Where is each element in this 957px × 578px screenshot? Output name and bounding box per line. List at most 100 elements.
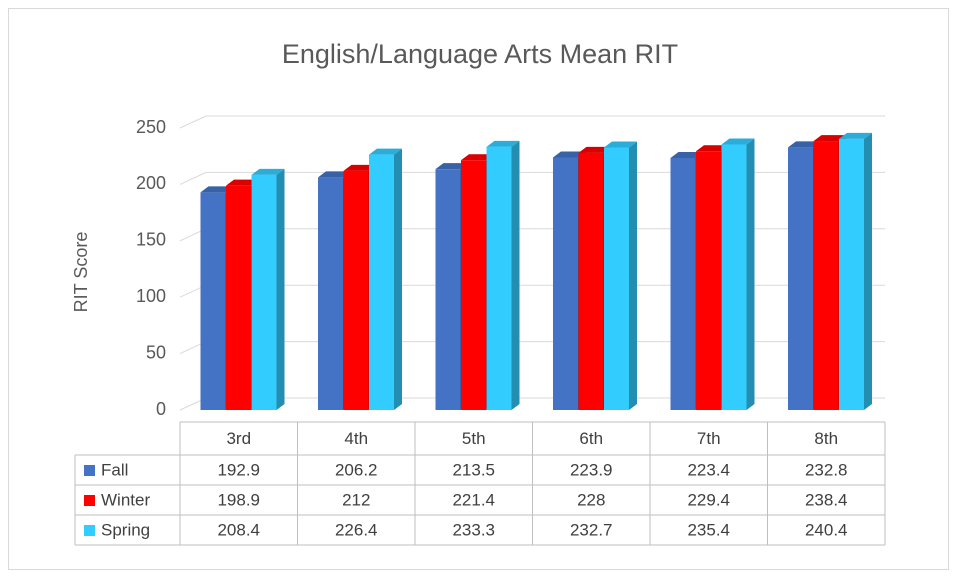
grid-line bbox=[179, 115, 885, 129]
bar-top-shade bbox=[788, 141, 821, 148]
bar bbox=[696, 151, 721, 410]
chart-title: English/Language Arts Mean RIT bbox=[282, 39, 678, 69]
bar-side-shade bbox=[746, 138, 755, 410]
bar-top-shade bbox=[696, 145, 729, 152]
bar-top bbox=[553, 151, 586, 158]
bar-side-shade bbox=[629, 141, 637, 410]
bar-top-shade bbox=[435, 163, 469, 170]
data-table-value: 206.2 bbox=[335, 460, 378, 479]
data-table-value: 228 bbox=[577, 490, 605, 509]
data-table-value: 221.4 bbox=[452, 490, 495, 509]
bar bbox=[343, 170, 369, 410]
data-table-value: 208.4 bbox=[217, 520, 260, 539]
bar-top bbox=[486, 140, 520, 147]
legend-label: Fall bbox=[101, 460, 128, 479]
x-tick-label: 8th bbox=[814, 429, 838, 448]
bar-top bbox=[839, 132, 872, 139]
data-table-value: 198.9 bbox=[217, 490, 260, 509]
bar-top bbox=[813, 135, 847, 142]
bar bbox=[604, 147, 629, 410]
bar-side bbox=[276, 168, 285, 410]
bar-top-shade bbox=[604, 141, 637, 148]
y-tick-label: 100 bbox=[136, 286, 166, 306]
y-axis-label: RIT Score bbox=[71, 232, 91, 313]
data-table-value: 235.4 bbox=[687, 520, 730, 539]
x-tick-label: 5th bbox=[462, 429, 486, 448]
bar-side-shade bbox=[864, 132, 872, 410]
bar bbox=[226, 185, 251, 410]
bar bbox=[839, 138, 864, 410]
bar-top-shade bbox=[553, 151, 586, 158]
y-tick-label: 200 bbox=[136, 173, 166, 193]
bar bbox=[578, 152, 604, 411]
bar-top-shade bbox=[318, 171, 351, 178]
bar-top bbox=[788, 141, 821, 148]
data-table-value: 229.4 bbox=[687, 490, 730, 509]
bar-side bbox=[746, 138, 755, 410]
y-tick-label: 0 bbox=[156, 399, 166, 419]
data-table-value: 240.4 bbox=[805, 520, 848, 539]
y-tick-label: 150 bbox=[136, 230, 166, 250]
data-table-value: 212 bbox=[342, 490, 370, 509]
bar-top-shade bbox=[200, 186, 234, 193]
bar bbox=[553, 157, 578, 410]
data-table-value: 232.8 bbox=[805, 460, 848, 479]
bar-side-shade bbox=[276, 168, 285, 410]
x-tick-label: 4th bbox=[344, 429, 368, 448]
bar-top-shade bbox=[721, 138, 755, 145]
bar-top-shade bbox=[251, 168, 285, 175]
y-tick-label: 250 bbox=[136, 117, 166, 137]
bar-side-shade bbox=[511, 140, 520, 411]
y-tick-label: 50 bbox=[146, 342, 166, 362]
bar bbox=[813, 141, 839, 411]
data-table-value: 192.9 bbox=[217, 460, 260, 479]
bar-top-shade bbox=[813, 135, 847, 142]
bar-top bbox=[369, 148, 402, 155]
bar bbox=[200, 192, 226, 410]
bar-top bbox=[318, 171, 351, 178]
legend-key bbox=[84, 495, 95, 506]
data-table-value: 232.7 bbox=[570, 520, 613, 539]
bar-side bbox=[511, 140, 520, 411]
bar-top-shade bbox=[670, 152, 704, 159]
bar bbox=[461, 160, 486, 410]
grid-line bbox=[179, 171, 885, 185]
data-table-value: 223.4 bbox=[687, 460, 730, 479]
legend-label: Spring bbox=[101, 520, 150, 539]
bar-side bbox=[629, 141, 637, 410]
legend-key bbox=[84, 465, 95, 476]
bar bbox=[486, 146, 512, 411]
bar-top-shade bbox=[226, 179, 259, 186]
bar-top-shade bbox=[343, 164, 377, 171]
bar-top bbox=[604, 141, 637, 148]
data-table-value: 223.9 bbox=[570, 460, 613, 479]
bar-top bbox=[578, 146, 612, 153]
bar bbox=[435, 169, 461, 410]
bar-top-shade bbox=[578, 146, 612, 153]
bar bbox=[721, 144, 747, 410]
bar-top bbox=[670, 152, 704, 159]
bar-top bbox=[226, 179, 259, 186]
bar-top-shade bbox=[839, 132, 872, 139]
bar-top-shade bbox=[461, 154, 494, 161]
bar-side bbox=[864, 132, 872, 410]
data-table-value: 233.3 bbox=[452, 520, 495, 539]
bar-top bbox=[461, 154, 494, 161]
bar-top bbox=[435, 163, 469, 170]
bar-side bbox=[394, 148, 402, 411]
bar-top bbox=[343, 164, 377, 171]
x-tick-label: 7th bbox=[697, 429, 721, 448]
legend-key bbox=[84, 525, 95, 536]
bar bbox=[318, 177, 343, 410]
bar bbox=[251, 174, 277, 410]
bar-top bbox=[696, 145, 729, 152]
bar-top bbox=[200, 186, 234, 193]
bar bbox=[788, 147, 813, 410]
bar-top-shade bbox=[369, 148, 402, 155]
bar-top bbox=[721, 138, 755, 145]
legend-label: Winter bbox=[101, 490, 150, 509]
data-table-value: 226.4 bbox=[335, 520, 378, 539]
bar bbox=[369, 154, 394, 410]
x-tick-label: 6th bbox=[579, 429, 603, 448]
